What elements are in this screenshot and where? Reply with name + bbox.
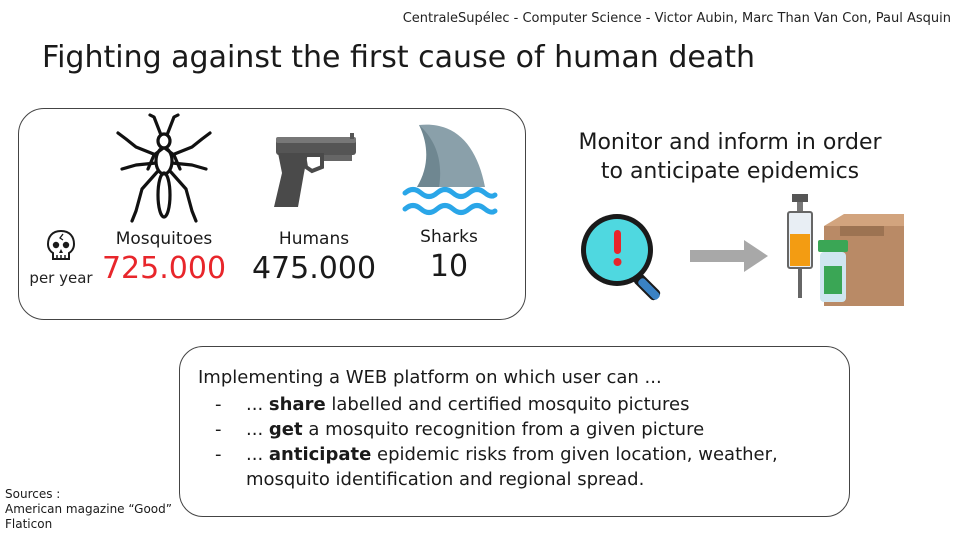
- feature-keyword: get: [268, 419, 303, 440]
- per-year-block: per year: [21, 229, 101, 287]
- deaths-stats-panel: per year Mosquitoes 725.000: [18, 108, 526, 320]
- slide-title: Fighting against the first cause of huma…: [42, 40, 755, 75]
- arrow-right-icon: [690, 240, 768, 272]
- sources-heading: Sources :: [5, 487, 61, 501]
- platform-features-panel: Implementing a WEB platform on which use…: [179, 346, 850, 517]
- source-line: American magazine “Good”: [5, 502, 172, 516]
- vaccine-supplies-icon: [787, 194, 904, 306]
- per-year-label: per year: [29, 269, 93, 287]
- skull-icon: [46, 229, 76, 260]
- bullet-dash: -: [215, 444, 222, 465]
- shark-fin-icon: [402, 124, 498, 215]
- magnifier-alert-icon: [581, 214, 661, 301]
- feature-share: - ... share labelled and certified mosqu…: [198, 392, 831, 417]
- sharks-label: Sharks: [420, 227, 478, 247]
- sharks-value: 10: [429, 249, 469, 284]
- bullet-dash: -: [215, 419, 222, 440]
- feature-prefix: ...: [246, 419, 269, 440]
- monitor-line-1: Monitor and inform in order: [578, 130, 882, 155]
- pistol-icon: [274, 133, 356, 207]
- source-line: Flaticon: [5, 517, 53, 531]
- mosquito-icon: [116, 113, 212, 223]
- feature-text-continuation: mosquito identification and regional spr…: [246, 469, 645, 490]
- stat-humans: Humans 475.000: [249, 111, 379, 286]
- monitor-line-2: to anticipate epidemics: [600, 159, 860, 184]
- mosquitoes-label: Mosquitoes: [115, 229, 213, 249]
- features-list: - ... share labelled and certified mosqu…: [198, 392, 831, 492]
- stat-sharks: Sharks 10: [389, 111, 509, 284]
- feature-keyword: anticipate: [268, 444, 372, 465]
- author-credit: CentraleSupélec - Computer Science - Vic…: [402, 11, 951, 26]
- mosquitoes-value: 725.000: [101, 251, 227, 286]
- bullet-dash: -: [215, 394, 222, 415]
- stat-mosquitoes: Mosquitoes 725.000: [99, 111, 229, 286]
- feature-prefix: ...: [246, 444, 269, 465]
- humans-value: 475.000: [251, 251, 377, 286]
- feature-get: - ... get a mosquito recognition from a …: [198, 417, 831, 442]
- feature-anticipate: - ... anticipate epidemic risks from giv…: [198, 442, 831, 492]
- feature-text: labelled and certified mosquito pictures: [325, 394, 690, 415]
- feature-keyword: share: [268, 394, 326, 415]
- monitor-caption: Monitor and inform in order to anticipat…: [560, 128, 900, 186]
- feature-text: epidemic risks from given location, weat…: [371, 444, 778, 465]
- features-intro: Implementing a WEB platform on which use…: [198, 367, 662, 388]
- sources-block: Sources : American magazine “Good” Flati…: [5, 487, 172, 532]
- humans-label: Humans: [278, 229, 350, 249]
- feature-prefix: ...: [246, 394, 269, 415]
- feature-text: a mosquito recognition from a given pict…: [302, 419, 705, 440]
